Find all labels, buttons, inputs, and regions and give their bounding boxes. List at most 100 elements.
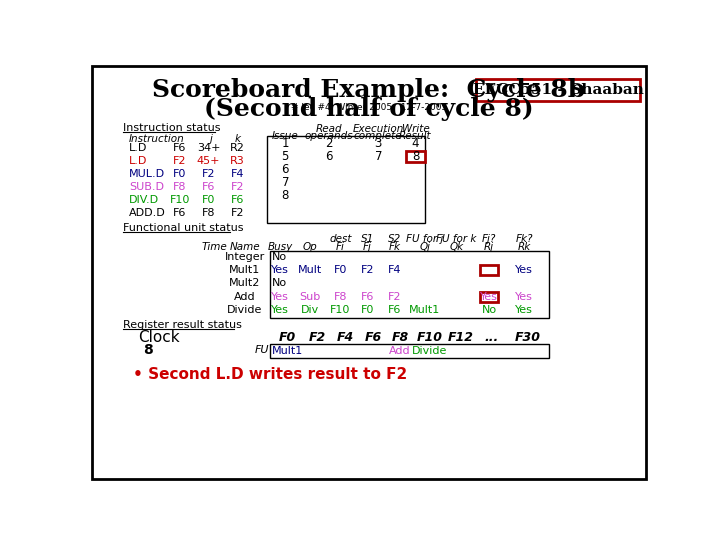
Text: F8: F8 [173,182,186,192]
Text: F12: F12 [447,331,474,344]
Text: Op: Op [302,241,318,252]
Text: 6: 6 [282,163,289,176]
Text: dest: dest [329,234,351,244]
Text: F6: F6 [230,195,244,205]
Bar [480,292,498,302]
Text: Rk: Rk [518,241,531,252]
Text: F6: F6 [174,143,186,153]
Text: Register result status: Register result status [123,320,242,330]
Text: Issue: Issue [272,131,299,140]
Text: F2: F2 [202,169,215,179]
Text: Yes: Yes [515,265,533,275]
Text: FU for j: FU for j [406,234,444,244]
Text: Fj: Fj [363,241,372,252]
Text: R2: R2 [230,143,245,153]
Text: Yes: Yes [480,292,498,302]
Text: Yes: Yes [515,306,533,315]
Text: F6: F6 [202,182,215,192]
Bar [406,151,425,162]
Text: ...: ... [485,331,498,344]
Text: L.D: L.D [129,143,147,153]
Text: # lec #4  Winter 2005   12-7-2005: # lec #4 Winter 2005 12-7-2005 [291,103,447,112]
Text: Divide: Divide [412,346,447,356]
Text: Yes: Yes [515,292,533,302]
Text: F2: F2 [361,265,374,275]
Text: Busy: Busy [267,241,292,252]
Text: Fk?: Fk? [516,234,533,244]
Text: Div: Div [301,306,319,315]
Text: Qj: Qj [419,241,431,252]
Text: 45+: 45+ [197,156,220,166]
Bar [266,136,425,222]
Text: F6: F6 [361,292,374,302]
Text: MUL.D: MUL.D [129,169,165,179]
Text: 8: 8 [143,343,153,357]
Text: Sub: Sub [300,292,320,302]
Bar [270,251,549,318]
Text: Scoreboard Example:  Cycle 8b: Scoreboard Example: Cycle 8b [153,78,585,102]
Text: F2: F2 [308,331,325,344]
Text: F4: F4 [388,265,401,275]
Text: Yes: Yes [480,292,498,302]
Text: F10: F10 [416,331,443,344]
Text: F0: F0 [202,195,215,205]
Text: Mult: Mult [298,265,323,275]
Text: S2: S2 [388,234,401,244]
Text: Instruction status: Instruction status [123,123,221,133]
Text: 34+: 34+ [197,143,220,153]
Text: 4: 4 [412,137,419,150]
Text: 3: 3 [374,137,382,150]
Text: Instruction: Instruction [129,134,184,145]
Text: complete: complete [354,131,402,140]
Text: F0: F0 [174,169,186,179]
Text: 5: 5 [282,150,289,163]
Text: Read: Read [315,124,342,134]
Text: Mult1: Mult1 [230,265,261,275]
Text: Clock: Clock [138,330,180,345]
Text: F30: F30 [515,331,541,344]
Text: F8: F8 [333,292,347,302]
Text: Yes: Yes [271,265,289,275]
Text: • Second L.D writes result to F2: • Second L.D writes result to F2 [132,367,407,382]
Text: FU: FU [254,345,269,355]
Text: No: No [272,279,287,288]
Text: S1: S1 [361,234,374,244]
Text: Name: Name [230,241,261,252]
Text: Fk: Fk [389,241,400,252]
Text: Add: Add [234,292,256,302]
Text: F0: F0 [279,331,296,344]
Text: No: No [272,252,287,261]
Text: 7: 7 [282,176,289,189]
Text: F6: F6 [364,331,382,344]
Text: Yes: Yes [271,292,289,302]
Text: SUB.D: SUB.D [129,182,163,192]
Text: Yes: Yes [480,265,498,275]
Text: F10: F10 [330,306,351,315]
Text: No: No [482,306,497,315]
Text: F6: F6 [388,306,401,315]
Text: EECC551 – Shaaban: EECC551 – Shaaban [472,83,644,97]
Text: F8: F8 [202,208,215,218]
Text: 1: 1 [282,137,289,150]
Text: Qk: Qk [449,241,464,252]
Text: R3: R3 [230,156,245,166]
Text: Divide: Divide [228,306,263,315]
Text: Fj?: Fj? [482,234,496,244]
Text: Time: Time [201,241,227,252]
Text: Fi: Fi [336,241,345,252]
Text: Execution: Execution [353,124,404,134]
Text: F4: F4 [230,169,244,179]
Text: operands: operands [305,131,353,140]
Text: Mult1: Mult1 [272,346,303,356]
Text: 6: 6 [325,150,333,163]
Text: F2: F2 [230,208,244,218]
Text: F8: F8 [392,331,409,344]
Text: F0: F0 [361,306,374,315]
Text: (Second half of cycle 8): (Second half of cycle 8) [204,97,534,122]
Text: Mult2: Mult2 [229,279,261,288]
Text: DIV.D: DIV.D [129,195,159,205]
Text: ADD.D: ADD.D [129,208,166,218]
Bar [270,345,549,358]
Text: 8: 8 [282,189,289,202]
Text: Result: Result [399,131,432,140]
